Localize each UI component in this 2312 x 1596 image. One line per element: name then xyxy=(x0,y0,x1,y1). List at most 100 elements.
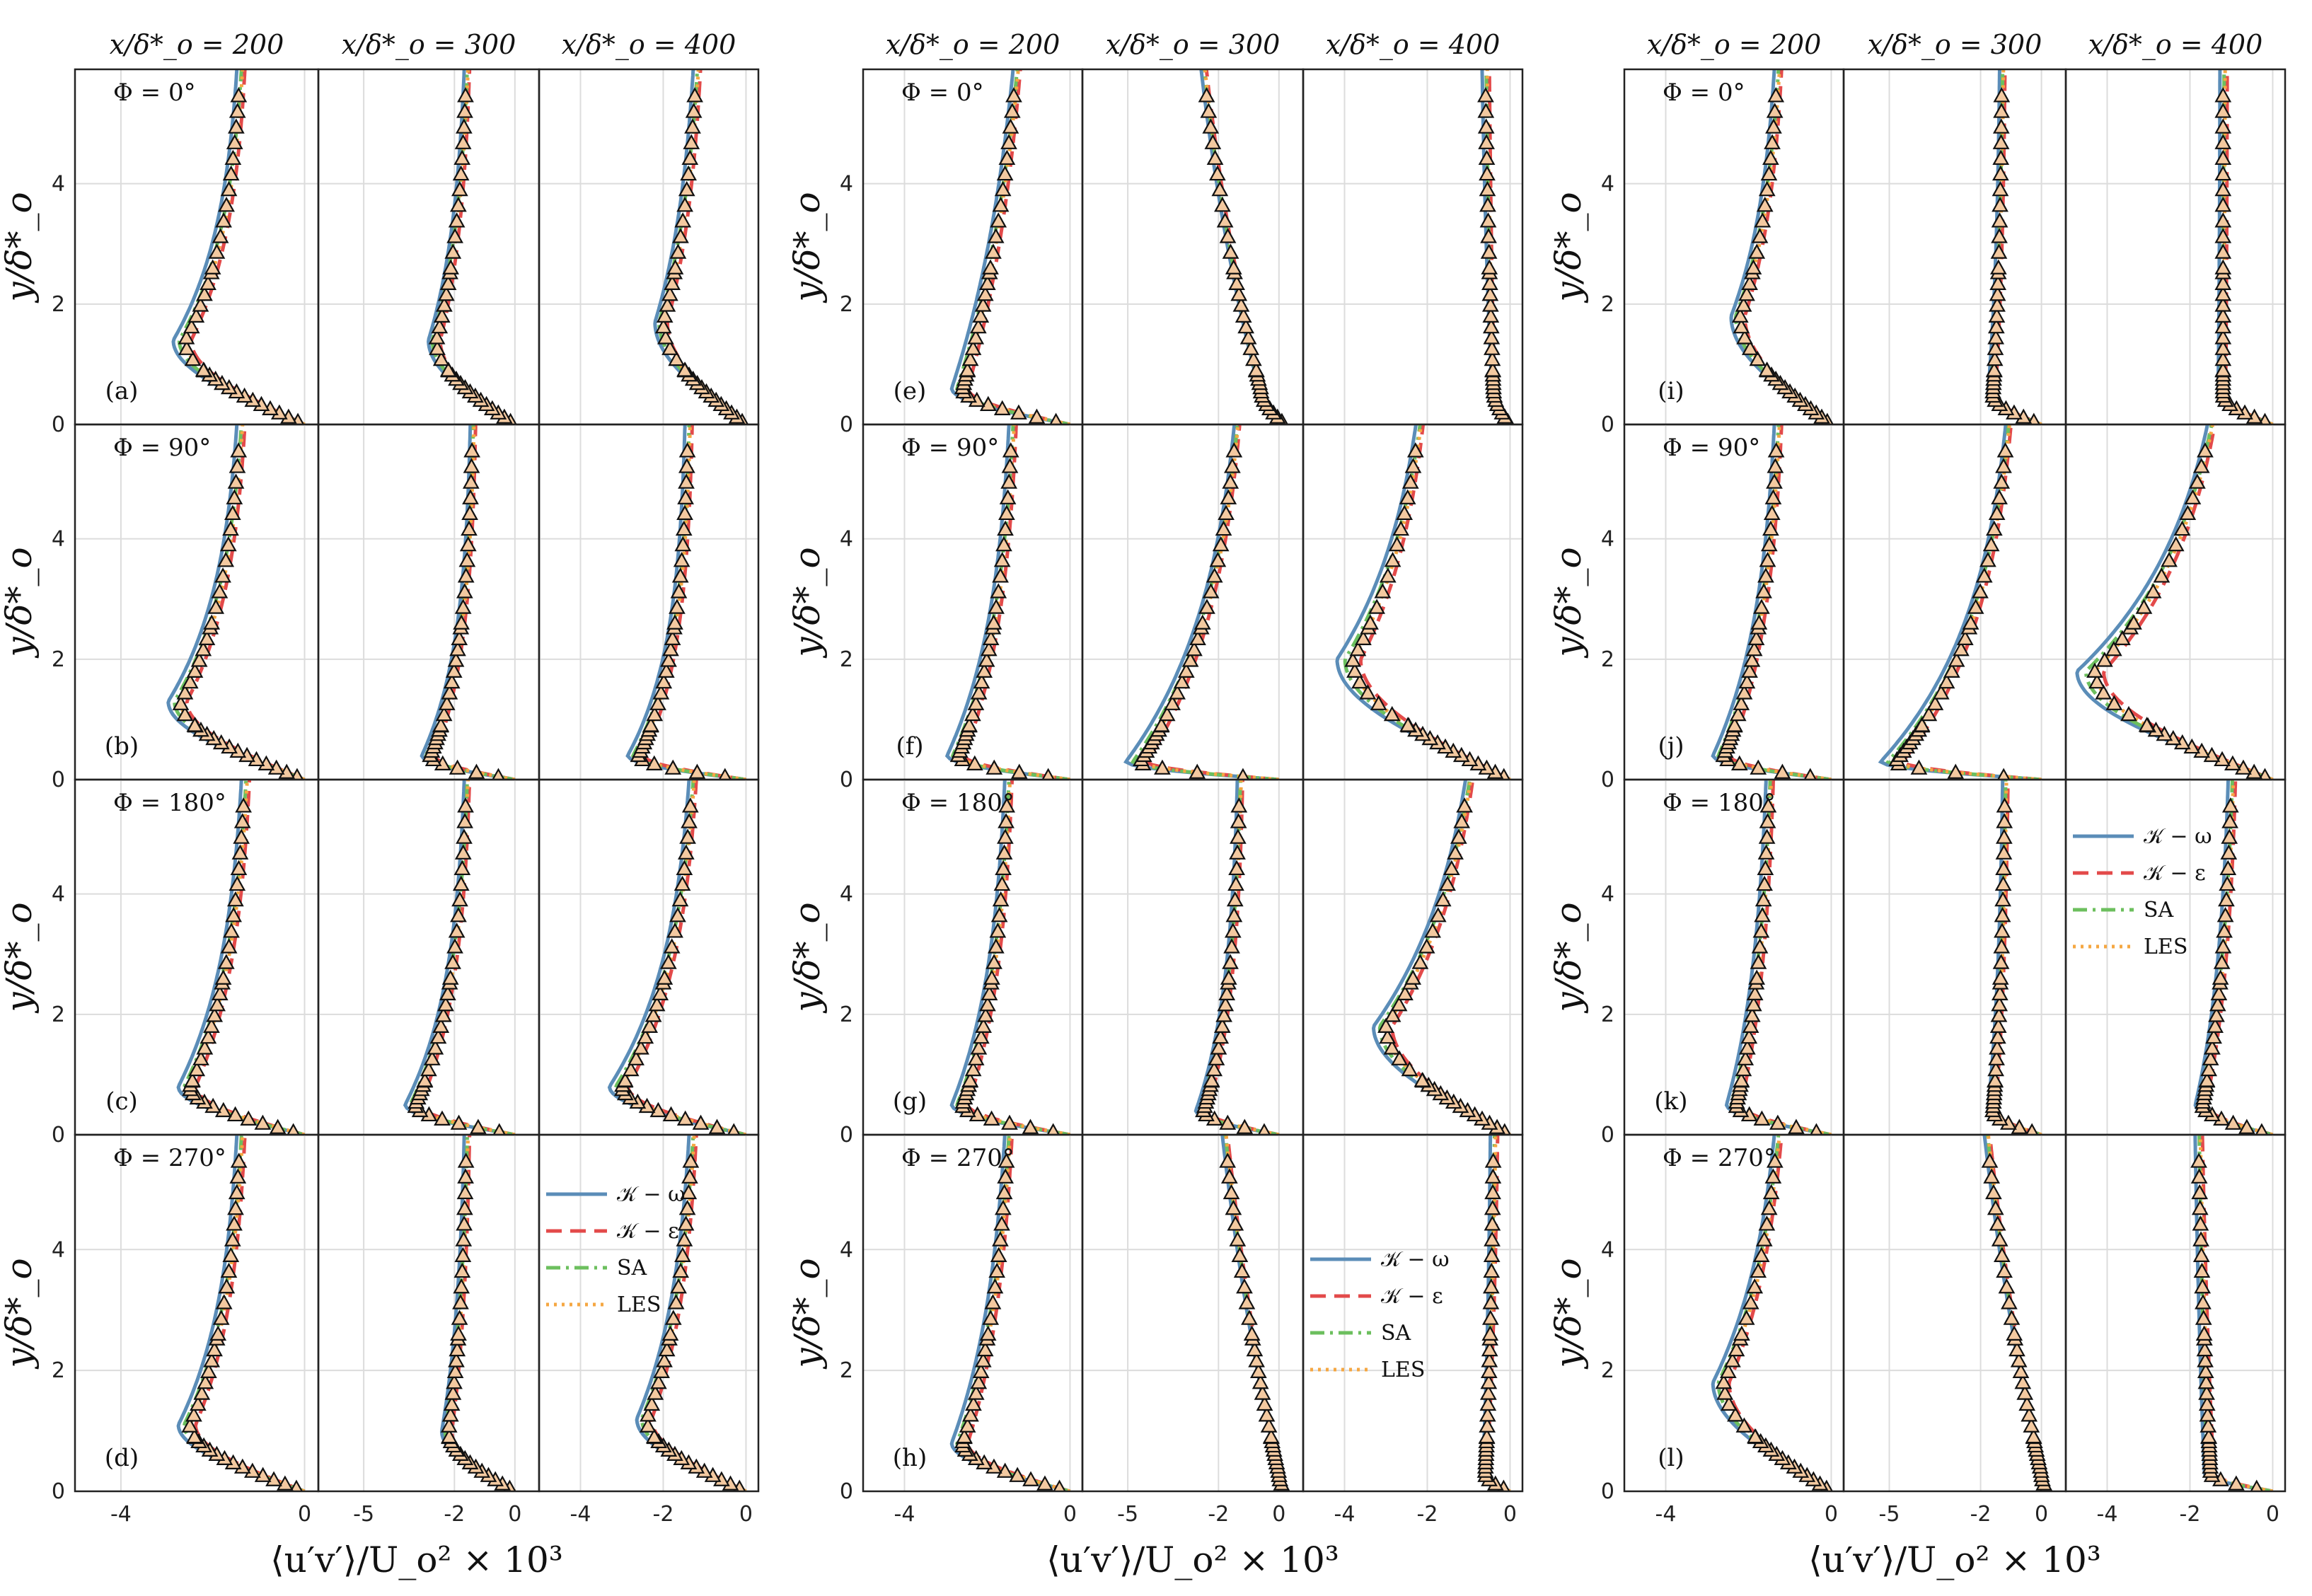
dns-marker xyxy=(1988,1050,2005,1065)
dns-marker xyxy=(1000,134,1017,149)
dns-marker xyxy=(2214,243,2232,259)
dns-marker xyxy=(220,1262,238,1278)
dns-marker xyxy=(215,212,232,228)
dns-marker xyxy=(1480,1363,1498,1378)
dns-marker xyxy=(1003,103,1021,118)
dns-marker xyxy=(1219,1152,1237,1168)
dns-marker xyxy=(1002,118,1019,134)
panel-0-3-0 xyxy=(74,1133,320,1493)
dns-marker xyxy=(664,630,681,646)
dns-marker xyxy=(184,350,202,366)
row-label: Φ = 0° xyxy=(901,79,984,107)
x-tick-label: 0 xyxy=(2266,1502,2279,1527)
series-les-line xyxy=(960,780,1070,1135)
dns-marker xyxy=(1991,995,2008,1012)
dns-marker xyxy=(1991,212,2008,228)
dns-marker xyxy=(1388,536,1406,552)
dns-marker xyxy=(1766,1152,1784,1168)
dns-marker xyxy=(2135,598,2153,614)
dns-marker xyxy=(1996,442,2014,458)
panel-letter: (e) xyxy=(894,377,927,405)
panel-letter: (b) xyxy=(105,732,139,761)
dns-marker xyxy=(233,828,250,844)
dns-marker xyxy=(2228,1475,2245,1491)
dns-marker xyxy=(1391,1050,1408,1065)
dns-marker xyxy=(1053,1479,1066,1491)
y-tick-label: 2 xyxy=(1601,1358,1614,1383)
column-title: x/δ*_o = 300 xyxy=(1868,29,2042,61)
panel-frame xyxy=(1081,778,1305,1136)
dns-marker xyxy=(2221,797,2239,813)
dns-marker xyxy=(1254,1384,1271,1400)
dns-marker xyxy=(663,938,681,954)
panel-2-2-2 xyxy=(2064,778,2287,1136)
dns-marker xyxy=(1344,652,1362,667)
dns-marker xyxy=(1764,1168,1782,1184)
dns-marker xyxy=(1972,583,1989,598)
panel-letter: (g) xyxy=(893,1087,927,1116)
dns-marker xyxy=(1477,103,1495,118)
dns-marker xyxy=(1910,759,1928,775)
dns-marker xyxy=(1482,1278,1500,1294)
dns-marker xyxy=(2192,1247,2210,1262)
dns-marker xyxy=(2012,1363,2030,1378)
dns-marker xyxy=(656,1352,673,1367)
dns-marker xyxy=(459,536,477,552)
dns-marker xyxy=(973,673,990,689)
dns-marker xyxy=(2194,1278,2212,1294)
y-tick-label: 2 xyxy=(1601,292,1614,317)
dns-marker xyxy=(1989,285,2006,301)
dns-marker xyxy=(2214,329,2232,345)
panel-2-1-2 xyxy=(2064,423,2287,781)
dns-marker xyxy=(1443,860,1460,876)
dns-marker xyxy=(442,259,459,274)
dns-marker xyxy=(996,1462,1014,1478)
series-keps-line xyxy=(418,780,516,1135)
dns-marker xyxy=(448,923,466,938)
dns-marker xyxy=(224,1231,241,1247)
dns-marker xyxy=(1225,1199,1242,1215)
dns-marker xyxy=(2200,1428,2217,1444)
dns-marker xyxy=(2114,630,2131,646)
dns-marker xyxy=(1741,340,1759,355)
dns-marker xyxy=(463,458,480,473)
dns-marker xyxy=(2212,969,2229,985)
dns-marker xyxy=(1222,473,1239,489)
dns-marker xyxy=(1434,891,1452,907)
series-keps-line xyxy=(2204,780,2274,1135)
dns-marker xyxy=(2214,118,2232,134)
dns-marker xyxy=(1228,860,1245,876)
x-tick-label: 0 xyxy=(508,1502,521,1527)
dns-marker xyxy=(2086,662,2103,678)
dns-marker xyxy=(200,1363,217,1378)
dns-marker xyxy=(676,1231,693,1247)
dns-marker xyxy=(2235,759,2252,775)
dns-marker xyxy=(975,1017,992,1033)
dns-marker xyxy=(2021,1406,2038,1422)
dns-marker xyxy=(664,274,681,291)
dns-marker xyxy=(998,149,1016,166)
series-keps-line xyxy=(2102,424,2274,780)
panel-0-2-1 xyxy=(317,778,541,1136)
dns-marker xyxy=(443,1395,461,1411)
y-tick-label: 4 xyxy=(52,882,65,907)
dns-marker xyxy=(1726,717,1743,732)
dns-marker xyxy=(1788,1118,1805,1134)
dns-marker xyxy=(1005,87,1022,103)
dns-marker xyxy=(1401,473,1419,489)
dns-marker xyxy=(1948,652,1965,667)
dns-marker xyxy=(184,1072,201,1087)
dns-marker xyxy=(454,844,472,860)
dns-marker xyxy=(2198,1384,2215,1400)
panel-letter: (j) xyxy=(1658,732,1684,761)
dns-marker xyxy=(983,969,1000,985)
dns-marker xyxy=(1257,1123,1271,1135)
y-axis-label: y/δ*_o xyxy=(787,547,828,658)
dns-marker xyxy=(681,813,698,828)
dns-marker xyxy=(1456,797,1473,813)
dns-marker xyxy=(2105,695,2123,710)
dns-marker xyxy=(212,1309,230,1325)
dns-marker xyxy=(652,985,669,1000)
dns-marker xyxy=(1985,362,2003,377)
dns-marker xyxy=(662,1106,680,1122)
